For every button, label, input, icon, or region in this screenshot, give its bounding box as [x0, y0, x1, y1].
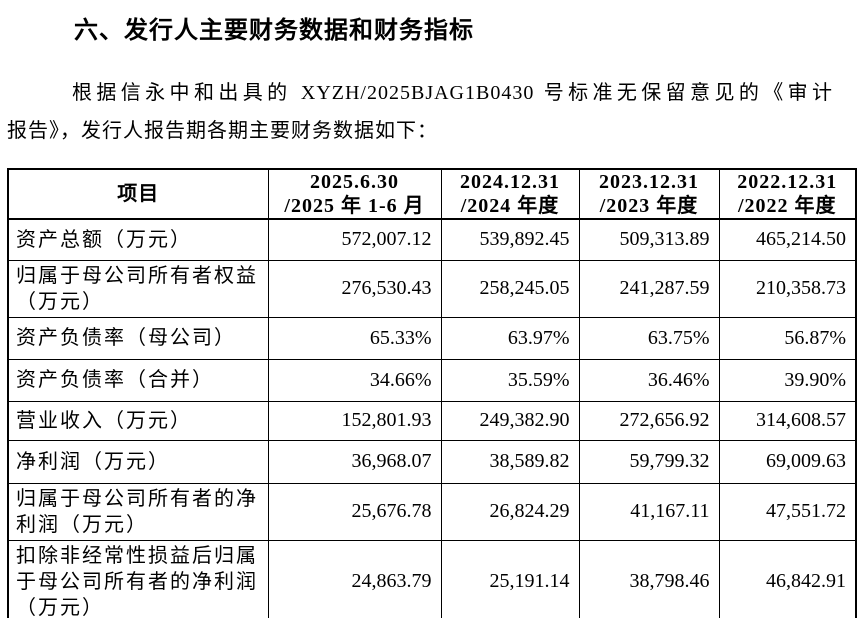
row-value: 65.33% — [267, 316, 442, 360]
row-value: 46,842.91 — [718, 539, 857, 618]
row-label: 归属于母公司所有者权益 （万元） — [7, 259, 269, 318]
row-value: 25,191.14 — [440, 539, 580, 618]
table-row: 资产负债率（母公司） 65.33% 63.97% 63.75% 56.87% — [7, 316, 857, 360]
row-value: 241,287.59 — [578, 259, 720, 318]
row-value: 59,799.32 — [578, 439, 720, 484]
table-row: 净利润（万元） 36,968.07 38,589.82 59,799.32 69… — [7, 439, 857, 484]
row-value: 26,824.29 — [440, 482, 580, 541]
header-period-2023: 2023.12.31 /2023 年度 — [578, 168, 720, 220]
row-value: 249,382.90 — [440, 400, 580, 441]
row-value: 69,009.63 — [718, 439, 857, 484]
table-row: 营业收入（万元） 152,801.93 249,382.90 272,656.9… — [7, 400, 857, 441]
table-row: 资产负债率（合并） 34.66% 35.59% 36.46% 39.90% — [7, 358, 857, 402]
row-value: 152,801.93 — [267, 400, 442, 441]
header-period-2025: 2025.6.30 /2025 年 1-6 月 — [267, 168, 442, 220]
header-item: 项目 — [7, 168, 269, 220]
row-label: 扣除非经常性损益后归属 于母公司所有者的净利润 （万元） — [7, 539, 269, 618]
intro-paragraph-line2: 报告》，发行人报告期各期主要财务数据如下： — [7, 120, 438, 142]
row-value: 24,863.79 — [267, 539, 442, 618]
row-value: 572,007.12 — [267, 218, 442, 261]
row-label: 资产负债率（母公司） — [7, 316, 269, 360]
header-period-2022: 2022.12.31 /2022 年度 — [718, 168, 857, 220]
row-value: 38,589.82 — [440, 439, 580, 484]
row-value: 63.75% — [578, 316, 720, 360]
table-row: 资产总额（万元） 572,007.12 539,892.45 509,313.8… — [7, 218, 857, 261]
row-value: 258,245.05 — [440, 259, 580, 318]
row-value: 63.97% — [440, 316, 580, 360]
table-header-row: 项目 2025.6.30 /2025 年 1-6 月 2024.12.31 /2… — [7, 168, 857, 220]
row-label: 归属于母公司所有者的净 利润（万元） — [7, 482, 269, 541]
row-value: 47,551.72 — [718, 482, 857, 541]
table-row: 归属于母公司所有者的净 利润（万元） 25,676.78 26,824.29 4… — [7, 482, 857, 541]
intro-paragraph: 根据信永中和出具的 XYZH/2025BJAG1B0430 号标准无保留意见的《… — [7, 74, 833, 150]
header-period-2024: 2024.12.31 /2024 年度 — [440, 168, 580, 220]
row-value: 272,656.92 — [578, 400, 720, 441]
row-label: 资产负债率（合并） — [7, 358, 269, 402]
section-heading: 六、发行人主要财务数据和财务指标 — [74, 16, 474, 44]
row-value: 36.46% — [578, 358, 720, 402]
row-value: 35.59% — [440, 358, 580, 402]
row-value: 314,608.57 — [718, 400, 857, 441]
row-value: 56.87% — [718, 316, 857, 360]
row-label: 资产总额（万元） — [7, 218, 269, 261]
row-value: 509,313.89 — [578, 218, 720, 261]
row-value: 210,358.73 — [718, 259, 857, 318]
table-row: 归属于母公司所有者权益 （万元） 276,530.43 258,245.05 2… — [7, 259, 857, 318]
table-row: 扣除非经常性损益后归属 于母公司所有者的净利润 （万元） 24,863.79 2… — [7, 539, 857, 618]
row-value: 276,530.43 — [267, 259, 442, 318]
row-value: 41,167.11 — [578, 482, 720, 541]
financial-data-table: 项目 2025.6.30 /2025 年 1-6 月 2024.12.31 /2… — [7, 168, 857, 618]
row-value: 36,968.07 — [267, 439, 442, 484]
row-value: 39.90% — [718, 358, 857, 402]
row-label: 营业收入（万元） — [7, 400, 269, 441]
intro-paragraph-line1: 根据信永中和出具的 XYZH/2025BJAG1B0430 号标准无保留意见的《… — [72, 82, 833, 104]
row-label: 净利润（万元） — [7, 439, 269, 484]
row-value: 34.66% — [267, 358, 442, 402]
row-value: 539,892.45 — [440, 218, 580, 261]
row-value: 38,798.46 — [578, 539, 720, 618]
row-value: 25,676.78 — [267, 482, 442, 541]
row-value: 465,214.50 — [718, 218, 857, 261]
